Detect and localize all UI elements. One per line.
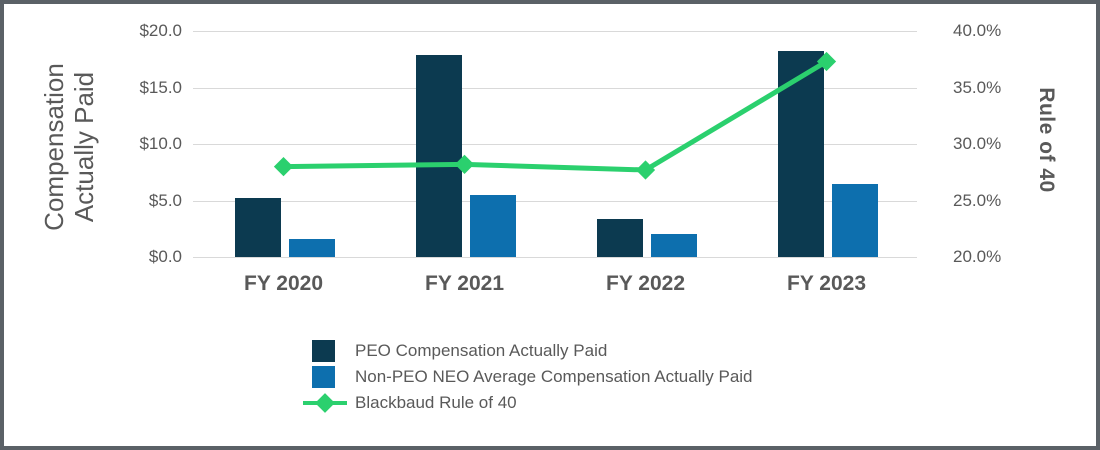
left-tick-1: $15.0	[139, 77, 182, 97]
legend: PEO Compensation Actually Paid Non-PEO NE…	[303, 338, 753, 416]
left-tick-4: $0.0	[148, 247, 182, 266]
right-tick-2: 30.0%	[953, 134, 1002, 153]
bar-non-peo-neo-fy-2022	[650, 234, 697, 257]
rule-of-40-line-series	[273, 51, 837, 180]
right-axis-title: Rule of 40	[1035, 87, 1058, 193]
bar-non-peo-neo-fy-2020	[288, 238, 335, 257]
legend-item: Blackbaud Rule of 40	[303, 390, 753, 416]
right-axis-ticks: 40.0% 35.0% 30.0% 25.0% 20.0%	[953, 21, 1025, 266]
rule-of-40-line	[283, 59, 828, 173]
bar-non-peo-neo-fy-2023	[831, 183, 878, 257]
bar-non-peo-neo-fy-2021	[469, 194, 516, 257]
x-label-fy-2022: FY 2022	[605, 272, 686, 295]
gridline	[193, 200, 917, 202]
legend-marker-bar	[303, 338, 347, 364]
right-tick-1: 35.0%	[953, 77, 1002, 97]
plot-area	[193, 31, 917, 258]
gridline	[193, 144, 917, 145]
legend-diamond-icon	[315, 393, 335, 413]
left-axis-title: Compensation Actually Paid	[39, 63, 99, 231]
x-label-fy-2020: FY 2020	[243, 272, 324, 295]
bar-peo-fy-2022	[596, 218, 643, 257]
right-tick-4: 20.0%	[953, 247, 1002, 266]
legend-marker-line	[303, 390, 347, 416]
legend-marker-bar	[303, 364, 347, 390]
bar-peo-fy-2020	[234, 198, 281, 257]
left-axis-ticks: $20.0 $15.0 $10.0 $5.0 $0.0	[96, 21, 182, 266]
gridline	[193, 87, 917, 89]
legend-label: Blackbaud Rule of 40	[355, 393, 517, 412]
legend-swatch-icon	[312, 340, 335, 362]
bar-peo-fy-2021	[415, 54, 462, 257]
legend-label: Non-PEO NEO Average Compensation Actuall…	[355, 367, 753, 386]
legend-label: PEO Compensation Actually Paid	[355, 341, 608, 360]
left-tick-2: $10.0	[139, 134, 182, 153]
gridline	[193, 257, 917, 258]
right-tick-3: 25.0%	[953, 190, 1002, 210]
x-label-fy-2023: FY 2023	[786, 272, 867, 295]
left-tick-0: $20.0	[139, 21, 182, 40]
diamond-marker-fy-2021	[454, 154, 475, 174]
legend-item: Non-PEO NEO Average Compensation Actuall…	[303, 364, 753, 390]
left-tick-3: $5.0	[148, 190, 182, 210]
x-label-fy-2021: FY 2021	[424, 272, 505, 295]
gridline	[193, 31, 917, 32]
legend-item: PEO Compensation Actually Paid	[303, 338, 753, 364]
diamond-marker-fy-2020	[273, 156, 294, 177]
right-tick-0: 40.0%	[953, 21, 1002, 40]
legend-swatch-icon	[312, 366, 335, 388]
